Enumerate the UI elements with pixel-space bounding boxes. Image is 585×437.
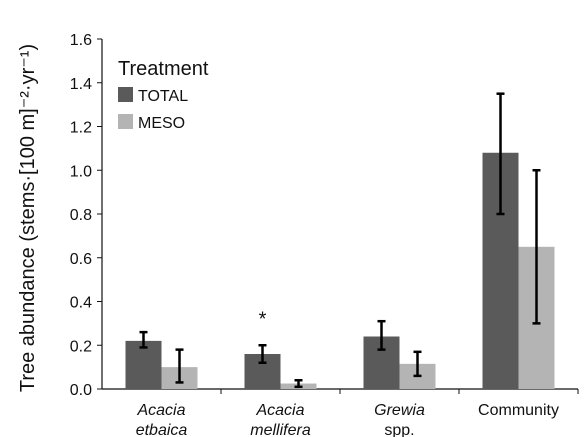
x-category-label-line2: mellifera (250, 422, 311, 437)
y-tick-label: 1.6 (70, 32, 92, 49)
x-category-label: Acacia (255, 402, 304, 419)
y-tick-label: 1.4 (70, 76, 92, 93)
y-tick-label: 0.8 (70, 207, 92, 224)
y-tick-label: 0.0 (70, 382, 92, 399)
legend-label-meso: MESO (138, 115, 185, 132)
y-tick-label: 0.4 (70, 295, 92, 312)
x-category-label: Grewia (374, 402, 425, 419)
y-tick-label: 1.2 (70, 120, 92, 137)
legend-title: Treatment (118, 58, 209, 80)
x-category-label-line2: etbaica (136, 422, 188, 437)
y-axis-label: Tree abundance (stems·[100 m]⁻²·yr⁻¹) (17, 44, 39, 392)
legend-swatch-total (118, 87, 133, 102)
y-tick-label: 1.0 (70, 163, 92, 180)
x-category-label: Acacia (136, 402, 185, 419)
significance-annotation: * (259, 308, 267, 330)
x-category-label: Community (478, 402, 559, 419)
y-axis-label-group: Tree abundance (stems·[100 m]⁻²·yr⁻¹) (17, 44, 39, 392)
legend-label-total: TOTAL (138, 88, 188, 105)
x-category-label-line2: spp. (384, 422, 414, 437)
y-tick-label: 0.6 (70, 251, 92, 268)
legend-swatch-meso (118, 114, 133, 129)
y-tick-label: 0.2 (70, 338, 92, 355)
legend: Treatment TOTAL MESO (118, 58, 209, 132)
